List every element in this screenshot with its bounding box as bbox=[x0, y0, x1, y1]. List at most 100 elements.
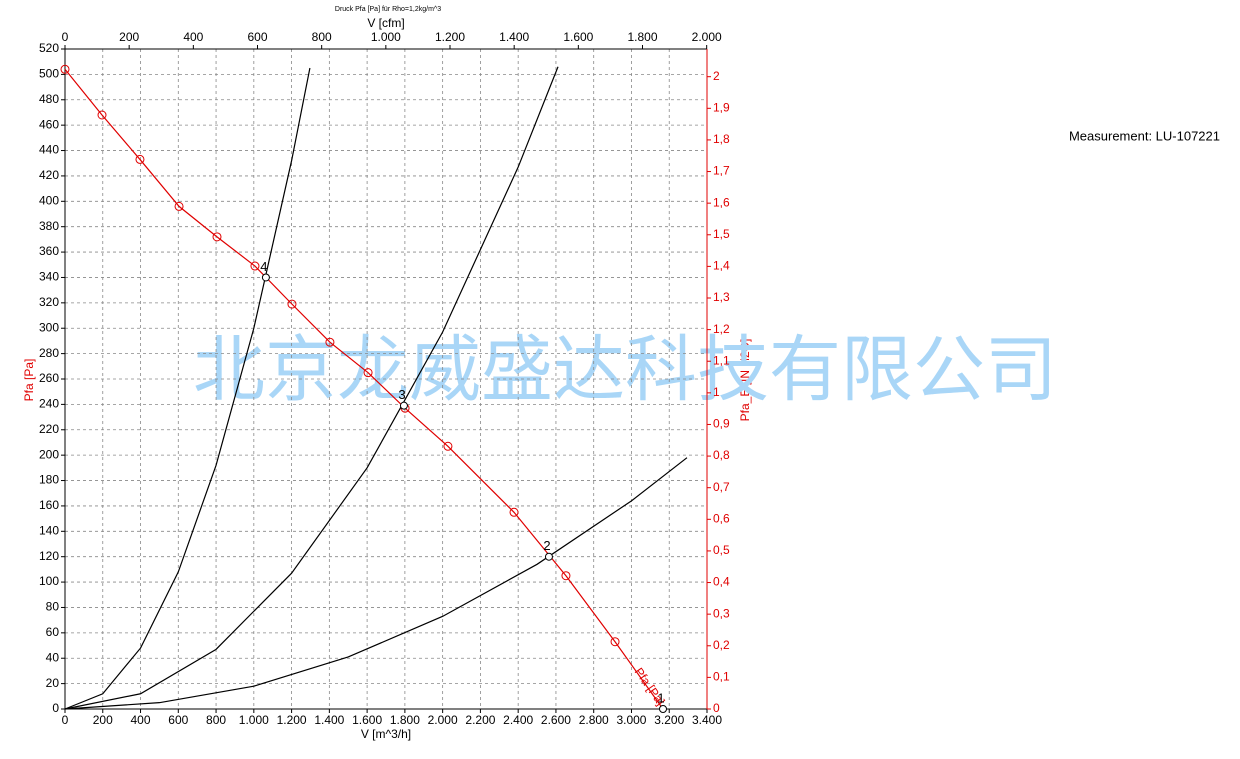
operating-point-label: 3 bbox=[398, 387, 405, 402]
x2-tick-label: 600 bbox=[247, 30, 267, 44]
operating-point bbox=[544, 552, 553, 561]
y-tick-label: 20 bbox=[46, 676, 60, 690]
curve-marker bbox=[212, 232, 222, 242]
x-tick-label: 2.600 bbox=[541, 713, 571, 727]
y-tick-label: 520 bbox=[39, 41, 59, 55]
y-tick-label: 340 bbox=[39, 270, 59, 284]
y-tick-label: 220 bbox=[39, 422, 59, 436]
y-tick-label: 120 bbox=[39, 549, 59, 563]
curve-marker bbox=[509, 507, 519, 517]
x2-tick-label: 1.600 bbox=[563, 30, 593, 44]
x2-tick-label: 1.800 bbox=[627, 30, 657, 44]
y2-tick-label: 2 bbox=[713, 69, 720, 83]
curve-marker bbox=[443, 441, 453, 451]
y2-tick-label: 0,6 bbox=[713, 511, 730, 525]
x-tick-label: 600 bbox=[168, 713, 188, 727]
y-tick-label: 0 bbox=[52, 701, 59, 715]
operating-point-label: 4 bbox=[260, 259, 267, 274]
y2-tick-label: 1,7 bbox=[713, 164, 730, 178]
curve bbox=[64, 457, 688, 710]
y-tick-label: 100 bbox=[39, 574, 59, 588]
x2-tick-label: 200 bbox=[119, 30, 139, 44]
operating-point bbox=[399, 401, 408, 410]
operating-point bbox=[659, 705, 668, 713]
x-tick-label: 2.200 bbox=[465, 713, 495, 727]
y-axis-title: Pfa [Pa] bbox=[22, 359, 36, 402]
curve-marker bbox=[561, 571, 571, 581]
curve-marker bbox=[325, 337, 335, 347]
x-tick-label: 1.000 bbox=[239, 713, 269, 727]
y-tick-label: 440 bbox=[39, 143, 59, 157]
y2-tick-label: 0,1 bbox=[713, 670, 730, 684]
x2-tick-label: 1.000 bbox=[371, 30, 401, 44]
x2-tick-label: 400 bbox=[183, 30, 203, 44]
y-tick-label: 180 bbox=[39, 473, 59, 487]
x2-tick-label: 2.000 bbox=[692, 30, 722, 44]
y-tick-label: 80 bbox=[46, 600, 60, 614]
y-tick-label: 420 bbox=[39, 168, 59, 182]
x2-axis-title: V [cfm] bbox=[367, 16, 404, 30]
x-tick-label: 2.400 bbox=[503, 713, 533, 727]
x-tick-label: 3.400 bbox=[692, 713, 722, 727]
y2-tick-label: 1 bbox=[713, 385, 720, 399]
y-tick-label: 500 bbox=[39, 67, 59, 81]
measurement-label: Measurement: LU-107221 bbox=[1069, 128, 1220, 143]
x2-tick-label: 800 bbox=[312, 30, 332, 44]
y2-tick-label: 0 bbox=[713, 701, 720, 715]
y-tick-label: 60 bbox=[46, 625, 60, 639]
x-tick-label: 2.800 bbox=[579, 713, 609, 727]
watermark: 北京龙威盛达科技有限公司 bbox=[193, 328, 1057, 412]
y2-tick-label: 0,2 bbox=[713, 638, 730, 652]
x-tick-label: 1.400 bbox=[314, 713, 344, 727]
y-tick-label: 460 bbox=[39, 117, 59, 131]
y2-tick-label: 1,2 bbox=[713, 322, 730, 336]
operating-point bbox=[261, 273, 270, 282]
curve-marker bbox=[610, 637, 620, 647]
curve-marker bbox=[287, 299, 297, 309]
x-tick-label: 1.600 bbox=[352, 713, 382, 727]
x-tick-label: 800 bbox=[206, 713, 226, 727]
y-tick-label: 260 bbox=[39, 371, 59, 385]
x-tick-label: 1.800 bbox=[390, 713, 420, 727]
y2-tick-label: 0,3 bbox=[713, 606, 730, 620]
curve-marker bbox=[363, 368, 373, 378]
x2-tick-label: 1.200 bbox=[435, 30, 465, 44]
y2-tick-label: 1,4 bbox=[713, 259, 730, 273]
x-tick-label: 3.200 bbox=[654, 713, 684, 727]
y-tick-label: 160 bbox=[39, 498, 59, 512]
curve-marker bbox=[97, 110, 107, 120]
x2-tick-label: 0 bbox=[62, 30, 69, 44]
y-tick-label: 200 bbox=[39, 447, 59, 461]
y2-tick-label: 1,9 bbox=[713, 100, 730, 114]
y-tick-label: 360 bbox=[39, 244, 59, 258]
y-tick-label: 300 bbox=[39, 320, 59, 334]
curve-marker bbox=[135, 154, 145, 164]
y2-tick-label: 1,3 bbox=[713, 290, 730, 304]
x-tick-label: 3.000 bbox=[616, 713, 646, 727]
operating-point-label: 1 bbox=[657, 690, 664, 705]
curve-marker bbox=[174, 201, 184, 211]
y-tick-label: 280 bbox=[39, 346, 59, 360]
y-tick-label: 140 bbox=[39, 523, 59, 537]
y-tick-label: 380 bbox=[39, 219, 59, 233]
y2-tick-label: 1,8 bbox=[713, 132, 730, 146]
x-tick-label: 2.000 bbox=[428, 713, 458, 727]
y2-axis-title: Pfa_E [IN H2O] bbox=[738, 339, 752, 422]
x-axis-title: V [m^3/h] bbox=[361, 727, 411, 741]
curve-marker bbox=[60, 64, 70, 74]
curve-marker bbox=[250, 261, 260, 271]
y-tick-label: 40 bbox=[46, 650, 60, 664]
curve bbox=[64, 67, 311, 710]
x-tick-label: 0 bbox=[62, 713, 69, 727]
y2-tick-label: 1,1 bbox=[713, 353, 730, 367]
x-tick-label: 400 bbox=[131, 713, 151, 727]
chart-title: Druck Pfa [Pa] für Rho=1,2kg/m^3 bbox=[335, 6, 441, 13]
y-tick-label: 400 bbox=[39, 193, 59, 207]
y-tick-label: 240 bbox=[39, 397, 59, 411]
y2-tick-label: 0,7 bbox=[713, 480, 730, 494]
x2-tick-label: 1.400 bbox=[499, 30, 529, 44]
y-tick-label: 320 bbox=[39, 295, 59, 309]
y2-tick-label: 1,6 bbox=[713, 195, 730, 209]
y2-tick-label: 0,8 bbox=[713, 448, 730, 462]
